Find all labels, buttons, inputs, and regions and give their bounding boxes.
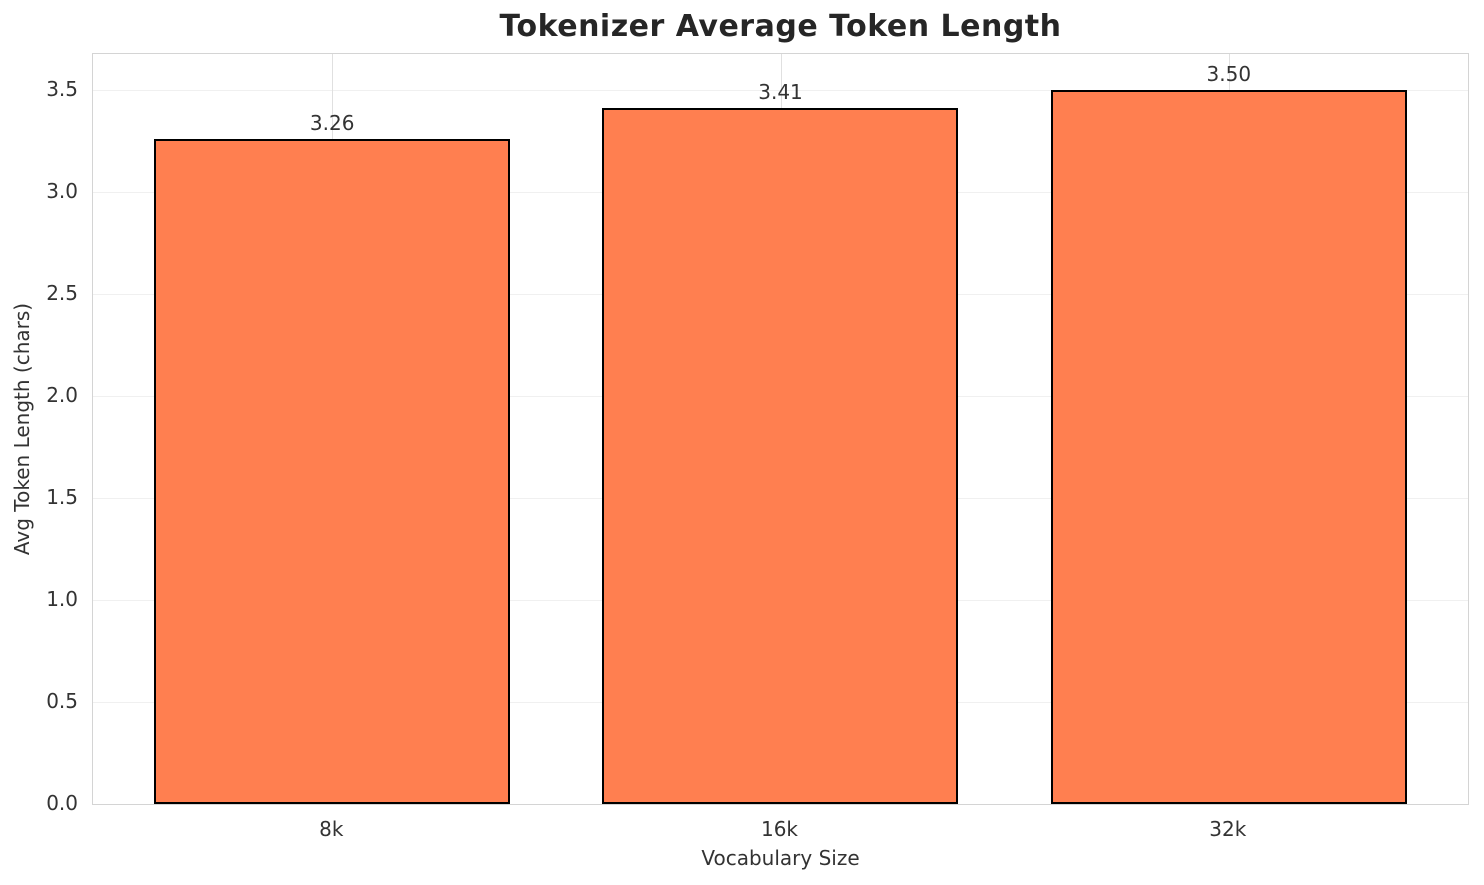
bar (1050, 89, 1407, 804)
plot-area: 3.26 3.41 3.50 (92, 53, 1469, 805)
y-tick-label: 3.0 (46, 178, 78, 203)
chart-title: Tokenizer Average Token Length (499, 9, 1062, 44)
x-tick-label: 16k (760, 817, 799, 841)
bar (602, 108, 959, 804)
bar (154, 138, 511, 804)
x-tick-label: 32k (1209, 817, 1247, 841)
bar-value-label: 3.26 (309, 110, 355, 135)
x-tick-label: 8k (319, 817, 344, 841)
y-tick-label: 1.0 (46, 586, 78, 611)
bar-value-label: 3.41 (758, 80, 803, 105)
y-tick-label: 2.0 (46, 382, 78, 407)
y-axis-label: Avg Token Length (chars) (10, 302, 34, 556)
y-tick-label: 0.5 (46, 689, 78, 713)
y-tick-label: 1.5 (46, 484, 78, 509)
y-tick-label: 0.0 (46, 791, 78, 815)
y-tick-label: 2.5 (46, 280, 78, 305)
x-axis-label: Vocabulary Size (701, 846, 860, 870)
bar-value-label: 3.50 (1206, 61, 1252, 86)
y-tick-label: 3.5 (46, 76, 78, 101)
